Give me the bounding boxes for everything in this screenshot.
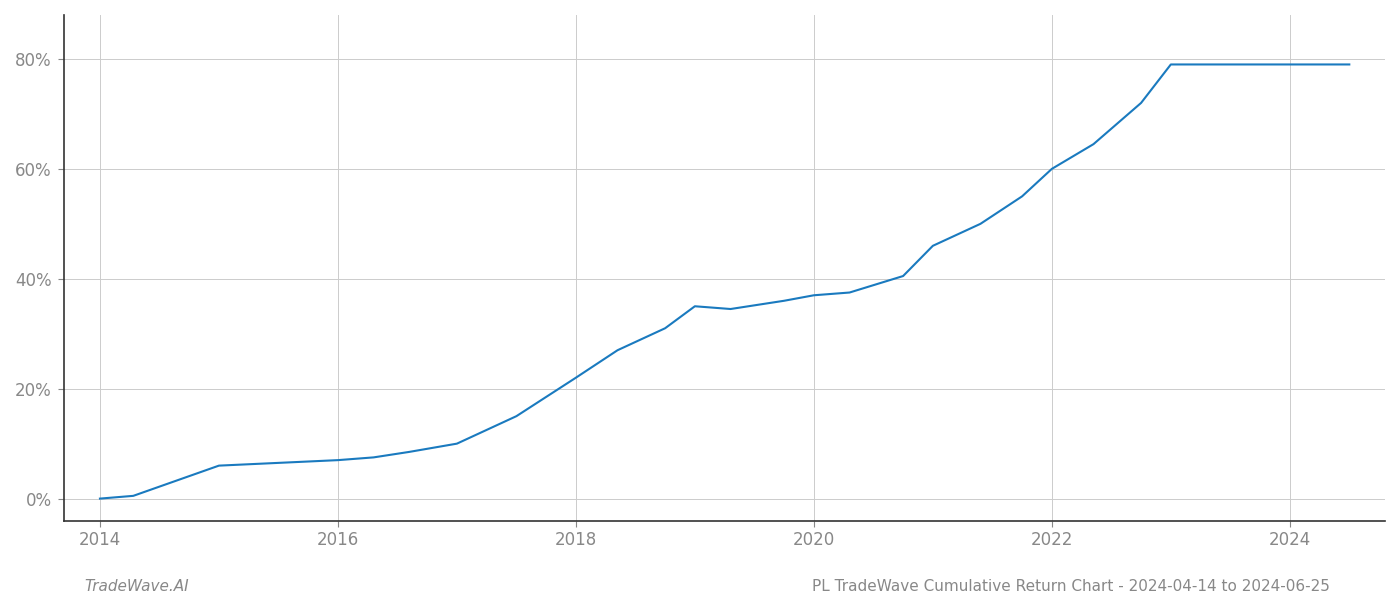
Text: PL TradeWave Cumulative Return Chart - 2024-04-14 to 2024-06-25: PL TradeWave Cumulative Return Chart - 2… [812,579,1330,594]
Text: TradeWave.AI: TradeWave.AI [84,579,189,594]
